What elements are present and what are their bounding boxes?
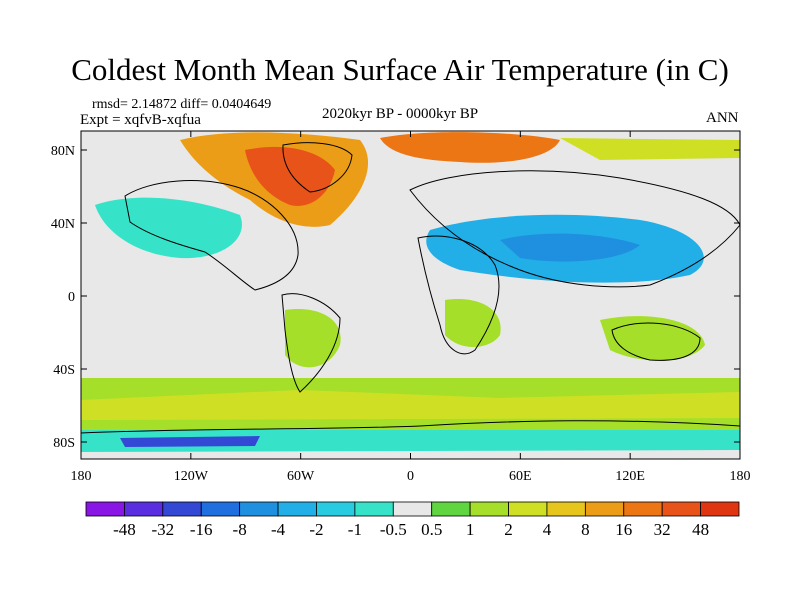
colorbar-label: 4 — [543, 520, 552, 539]
colorbar-swatch — [239, 501, 279, 517]
colorbar-label: 8 — [581, 520, 590, 539]
lon-tick-label: 180 — [71, 469, 92, 484]
colorbar-label: -2 — [309, 520, 323, 539]
lat-tick-label: 0 — [68, 290, 75, 305]
australia-coast — [611, 322, 701, 361]
antarctica-coast — [81, 420, 740, 434]
lon-tick-label: 120E — [615, 469, 645, 484]
africa-warm — [445, 299, 501, 348]
colorbar-label: 16 — [615, 520, 632, 539]
colorbar-swatch — [700, 501, 740, 517]
antarctic-cool-band — [81, 430, 740, 452]
arctic-warm-anomaly — [380, 132, 560, 163]
arctic-east-warm — [560, 138, 740, 160]
lon-tick-label: 180 — [730, 469, 751, 484]
colorbar-label: -1 — [348, 520, 362, 539]
colorbar-swatch — [124, 501, 164, 517]
lat-tick-label: 80S — [53, 436, 75, 451]
lon-tick-label: 0 — [407, 469, 414, 484]
colorbar-swatch — [277, 501, 317, 517]
antarctic-cold-patch — [120, 436, 260, 447]
colorbar-label: -8 — [233, 520, 247, 539]
colorbar-swatch — [431, 501, 471, 517]
lat-tick-label: 40N — [51, 217, 75, 232]
experiment-label: Expt = xqfvB-xqfua — [80, 112, 201, 128]
colorbar-swatch — [354, 501, 394, 517]
south-america-warm — [285, 309, 341, 368]
colorbar-label: 0.5 — [421, 520, 442, 539]
colorbar-swatch — [200, 501, 241, 517]
colorbar-swatch — [85, 501, 125, 517]
colorbar-swatch — [392, 501, 433, 517]
period-label: 2020kyr BP - 0000kyr BP — [322, 106, 479, 122]
season-label: ANN — [706, 110, 739, 126]
lon-tick-label: 120W — [174, 469, 209, 484]
plot-title: Coldest Month Mean Surface Air Temperatu… — [71, 52, 729, 87]
colorbar-label: -16 — [190, 520, 213, 539]
colorbar-label: 2 — [504, 520, 513, 539]
colorbar-label: -0.5 — [380, 520, 407, 539]
greenland-coast — [282, 142, 353, 193]
map-field — [81, 131, 740, 459]
lat-tick-label: 40S — [53, 363, 75, 378]
colorbar-swatch — [162, 501, 202, 517]
asia-cool-core — [500, 233, 640, 262]
colorbar-label: 48 — [692, 520, 709, 539]
southern-warm-core — [81, 390, 740, 420]
colorbar-label: 32 — [654, 520, 671, 539]
colorbar-swatch — [546, 501, 586, 517]
colorbar-swatch — [469, 501, 509, 517]
lon-tick-label: 60E — [509, 469, 532, 484]
colorbar-swatch — [316, 501, 356, 517]
colorbar-label: 1 — [466, 520, 475, 539]
colorbar-label: -32 — [151, 520, 174, 539]
stats-label: rmsd= 2.14872 diff= 0.0404649 — [92, 97, 272, 112]
colorbar-label: -4 — [271, 520, 286, 539]
colorbar-swatch — [584, 501, 625, 517]
colorbar-swatch — [623, 501, 663, 517]
africa-coast — [417, 235, 500, 355]
north-america-coast — [124, 180, 299, 291]
colorbar: -48 -32 -16 -8 -4 -2 -1 -0.5 0.5 1 2 4 8 16 32 48 — [85, 501, 740, 539]
colorbar-label: -48 — [113, 520, 136, 539]
eurasia-coast — [409, 170, 740, 288]
colorbar-swatch — [661, 501, 701, 517]
coastlines — [81, 142, 740, 434]
lon-tick-label: 60W — [287, 469, 315, 484]
colorbar-swatch — [508, 501, 548, 517]
lat-tick-label: 80N — [51, 144, 75, 159]
south-america-coast — [281, 293, 341, 393]
map-axes: 80N 40N 0 40S 80S 180 120W 60W 0 60E 120E 180 — [51, 131, 751, 484]
pacific-cool-anomaly — [95, 197, 242, 259]
